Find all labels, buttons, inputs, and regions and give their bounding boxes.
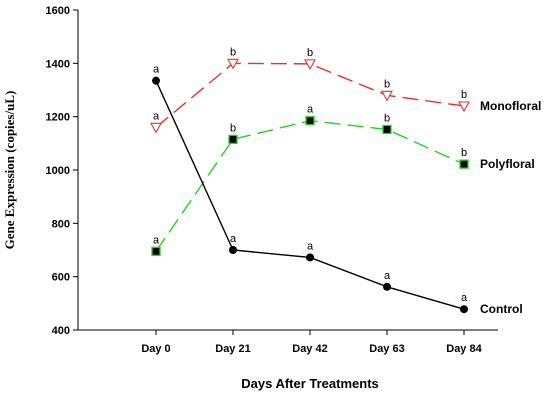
significance-letter: a [461, 292, 468, 304]
significance-letter: a [230, 233, 237, 245]
series-label-monofloral: Monofloral [480, 99, 541, 113]
x-tick-label: Day 21 [215, 343, 250, 355]
series-monofloral: a b b b b Monofloral [150, 46, 541, 134]
significance-letter: a [307, 104, 314, 116]
data-point [229, 246, 237, 254]
series-polyfloral: a b a b b Polyfloral [151, 104, 535, 256]
significance-letter: a [153, 234, 160, 246]
x-axis-label: Days After Treatments [241, 376, 379, 391]
data-point [459, 159, 469, 169]
x-tick-label: Day 84 [446, 343, 482, 355]
series-label-control: Control [480, 302, 523, 316]
significance-letter: b [230, 46, 236, 58]
x-tick-label: Day 42 [292, 343, 327, 355]
significance-letter: b [461, 147, 467, 159]
data-point [305, 116, 315, 126]
y-tick-label: 1600 [46, 5, 70, 17]
data-point [151, 246, 161, 256]
data-point [460, 305, 468, 314]
data-point [382, 124, 392, 135]
significance-letter: a [153, 64, 160, 76]
data-point [381, 90, 393, 102]
significance-letter: b [230, 122, 236, 134]
data-point [304, 59, 316, 70]
x-tick-label: Day 63 [369, 343, 404, 355]
axes: 400 600 800 1000 1200 1400 1600 Day 0 Day 21 Day … [46, 5, 498, 355]
y-tick-label: 1000 [46, 165, 70, 177]
y-tick-label: 400 [52, 325, 70, 337]
significance-letter: a [307, 240, 314, 252]
significance-letter: b [384, 78, 390, 90]
significance-letter: a [153, 110, 160, 122]
data-point [227, 58, 239, 70]
data-point [152, 76, 160, 85]
y-tick-label: 1200 [46, 112, 70, 124]
y-tick-label: 1400 [46, 58, 70, 70]
y-tick-label: 800 [52, 218, 70, 230]
series-control: a a a a a Control [152, 64, 523, 316]
series-line-monofloral [155, 62, 465, 128]
x-tick-label: Day 0 [141, 343, 170, 355]
significance-letter: b [307, 47, 313, 59]
significance-letter: b [461, 89, 467, 101]
data-point [150, 122, 162, 134]
significance-letter: a [384, 270, 391, 282]
data-point [458, 101, 470, 113]
series-layer: a b b b b Monofloral a b a b b Polyfloral a a a a a Contr… [150, 46, 541, 316]
series-line-polyfloral [155, 119, 465, 252]
significance-letter: b [384, 112, 390, 124]
data-point [383, 282, 391, 291]
y-tick-label: 600 [52, 272, 70, 284]
data-point [228, 134, 238, 144]
y-axis-label: Gene Expression (copies/uL) [2, 91, 17, 250]
series-label-polyfloral: Polyfloral [480, 157, 535, 171]
data-point [306, 253, 314, 262]
